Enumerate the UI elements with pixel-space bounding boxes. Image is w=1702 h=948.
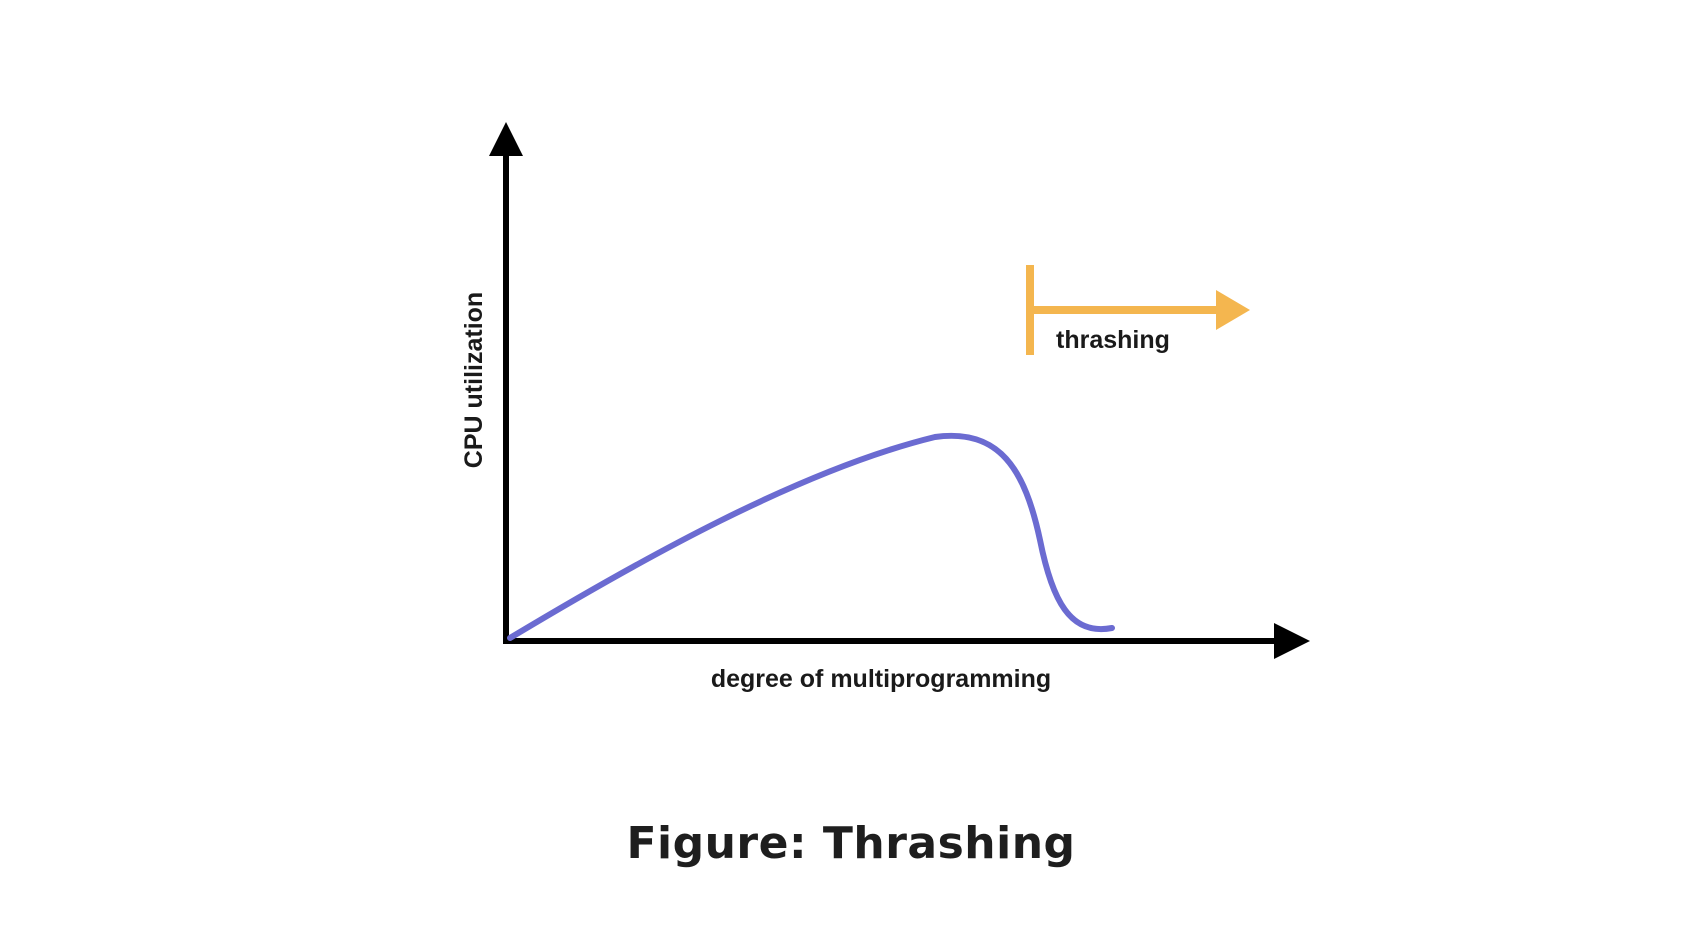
x-axis-arrowhead [1274, 623, 1310, 659]
x-axis-label: degree of multiprogramming [711, 665, 1051, 693]
y-axis-label: CPU utilization [460, 292, 488, 468]
figure-caption: Figure: Thrashing [626, 818, 1076, 869]
y-axis-arrowhead [489, 122, 523, 156]
cpu-utilization-curve [507, 432, 1115, 641]
thrashing-label: thrashing [1056, 326, 1170, 354]
thrashing-arrowhead [1216, 290, 1250, 330]
